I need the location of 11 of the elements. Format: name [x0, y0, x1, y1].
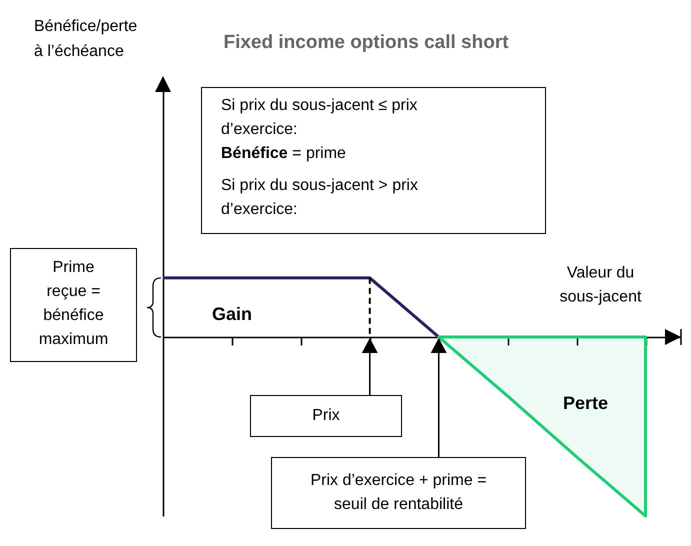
x-axis-title: Valeur du sous-jacent — [560, 264, 642, 306]
annotation: Prix — [312, 407, 340, 424]
callout-box: Prix d’exercice + prime = seuil de rentabilité — [271, 457, 526, 529]
callout-box: Si prix du sous-jacent ≤ prix d’exercice: Bénéfice = prime Si prix du sous-jacent > prix d’exercice: — [201, 87, 546, 234]
annotation: Perte — [563, 393, 608, 413]
callout-box: Prix — [250, 395, 402, 437]
annotation: Prix d’exercice + prime = seuil de rentabilité — [310, 472, 487, 513]
callout-box: Prime reçue = bénéfice maximum — [10, 248, 137, 362]
chart-title: Fixed income options call short — [224, 32, 510, 53]
annotation: Gain — [212, 304, 252, 324]
text: Bénéfice/perte à l’échéance — [34, 18, 138, 60]
